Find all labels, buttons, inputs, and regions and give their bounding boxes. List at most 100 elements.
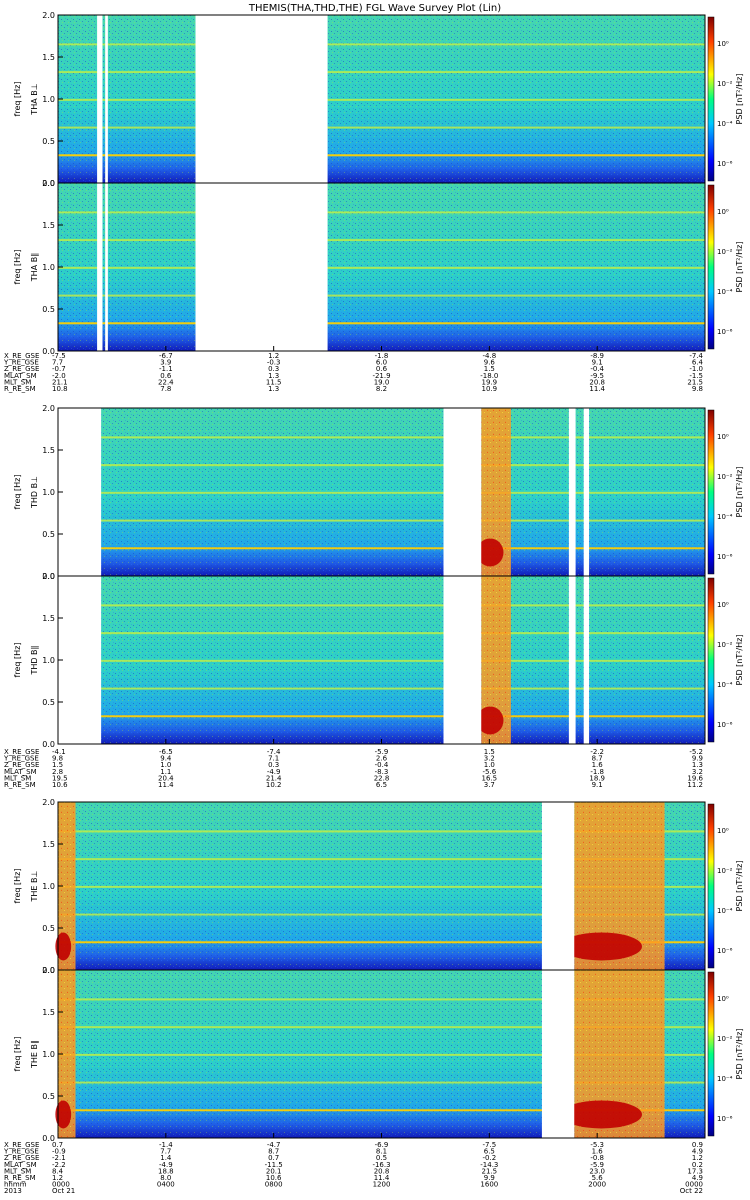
data-gap — [195, 183, 328, 351]
freq-axis-label: freq [Hz] — [13, 1037, 22, 1072]
freq-tick-label: 0.5 — [42, 924, 55, 933]
harmonic-line — [58, 998, 705, 1001]
ephemeris-value: -4.9 — [159, 1161, 173, 1169]
power-core — [55, 932, 72, 961]
colorbar — [707, 577, 715, 743]
ephemeris-value: -6.5 — [159, 748, 173, 756]
harmonic-line — [58, 858, 705, 861]
ephemeris-label: R_RE_SM — [4, 781, 36, 789]
ephemeris-value: -5.9 — [375, 748, 389, 756]
ephemeris-value: 1.2 — [52, 1174, 63, 1182]
freq-tick-label: 2.0 — [42, 179, 55, 188]
freq-tick-label: 2.0 — [42, 404, 55, 413]
ephemeris-value: 19.0 — [374, 378, 390, 386]
ephemeris-value: 3.2 — [484, 755, 495, 763]
panel-tha-0: 0.0 0.5 1.0 1.5 2.0 THA B⊥ freq [Hz] 10⁰ 10⁻² 10⁻… — [13, 11, 744, 188]
ephemeris-value: 20.1 — [266, 1167, 282, 1175]
ephemeris-label: MLT_SM — [4, 1167, 31, 1175]
ephemeris-value: 21.5 — [482, 1167, 498, 1175]
ephemeris-value: -0.7 — [52, 365, 66, 373]
data-gap — [568, 576, 576, 744]
ephemeris-value: 4.9 — [692, 1148, 703, 1156]
ephemeris-value: -2.1 — [52, 1154, 66, 1162]
ephemeris-value: 9.8 — [52, 755, 63, 763]
colorbar-tick-label: 10⁻⁴ — [717, 288, 733, 296]
ephemeris-value: 2000 — [588, 1181, 606, 1189]
ephemeris-value: 21.4 — [266, 774, 282, 782]
ephemeris-value: 0.7 — [52, 1141, 63, 1149]
power-core — [55, 1100, 72, 1129]
ephemeris-value: -21.9 — [372, 372, 390, 380]
ephemeris-value: -6.9 — [375, 1141, 389, 1149]
ephemeris-value: 0.5 — [376, 1154, 387, 1162]
ephemeris-value: -1.4 — [159, 1141, 173, 1149]
freq-tick-label: 1.0 — [42, 488, 55, 497]
colorbar-tick-label: 10⁰ — [717, 827, 729, 835]
ephemeris-value: 8.7 — [592, 755, 603, 763]
freq-tick-label: 1.0 — [42, 882, 55, 891]
ephemeris-value: 11.2 — [687, 781, 703, 789]
freq-tick-label: 0.0 — [42, 572, 55, 581]
harmonic-line — [58, 43, 705, 46]
ephemeris-value: 1.1 — [160, 768, 171, 776]
freq-tick-label: 2.0 — [42, 11, 55, 20]
ephemeris-value: Oct 22 — [680, 1187, 703, 1195]
ephemeris-value: -9.5 — [590, 372, 604, 380]
ephemeris-value: 8.1 — [376, 1148, 387, 1156]
panel-ylabel: THE B⊥ — [30, 870, 39, 902]
colorbar-tick-label: 10⁻⁶ — [717, 328, 733, 336]
freq-axis-label: freq [Hz] — [13, 250, 22, 285]
ephemeris-value: 22.4 — [158, 378, 174, 386]
panel-the-0: 0.0 0.5 1.0 1.5 2.0 THE B⊥ freq [Hz] 10⁰ 10⁻² 10⁻… — [13, 798, 744, 975]
ephemeris-value: -0.8 — [590, 1154, 604, 1162]
ephemeris-value: 10.6 — [266, 1174, 282, 1182]
ephemeris-value: -4.8 — [482, 352, 496, 360]
ephemeris-label: Y_RE_GSE — [3, 1148, 39, 1156]
panel-the-1: 0.0 0.5 1.0 1.5 2.0 THE B∥ freq [Hz] 10⁰ 10⁻² 10⁻… — [13, 966, 744, 1143]
ephemeris-value: -8.3 — [375, 768, 389, 776]
ephemeris-label: X_RE_GSE — [4, 1141, 39, 1149]
ephemeris-value: 19.9 — [482, 378, 498, 386]
colorbar-tick-label: 10⁻² — [717, 473, 733, 481]
freq-tick-label: 2.0 — [42, 966, 55, 975]
harmonic-line — [58, 1081, 705, 1084]
ephemeris-value: 20.4 — [158, 774, 174, 782]
data-gap — [583, 576, 590, 744]
ephemeris-value: 7.7 — [160, 1148, 171, 1156]
freq-tick-label: 1.0 — [42, 95, 55, 104]
freq-tick-label: 0.5 — [42, 1092, 55, 1101]
harmonic-line — [58, 659, 705, 662]
harmonic-line — [58, 266, 705, 269]
colorbar-tick-label: 10⁻⁶ — [717, 721, 733, 729]
harmonic-line — [58, 464, 705, 467]
colorbar-label: PSD [nT²/Hz] — [735, 635, 744, 686]
harmonic-line — [58, 830, 705, 833]
ephemeris-value: 1.3 — [692, 761, 703, 769]
ephemeris-label: Z_RE_GSE — [4, 365, 39, 373]
ephemeris-value: -0.9 — [52, 1148, 66, 1156]
freq-tick-label: 2.0 — [42, 572, 55, 581]
ephemeris-value: 10.9 — [482, 385, 498, 393]
panel-thd-1: 0.0 0.5 1.0 1.5 2.0 THD B∥ freq [Hz] 10⁰ 10⁻² 10⁻… — [13, 572, 744, 749]
colorbar-tick-label: 10⁻⁴ — [717, 681, 733, 689]
harmonic-line — [58, 604, 705, 607]
ephemeris-value: 11.5 — [266, 378, 282, 386]
spectrogram-panels: 0.0 0.5 1.0 1.5 2.0 THA B⊥ freq [Hz] 10⁰ 10⁻² 10⁻… — [13, 11, 744, 1143]
ephemeris-value: 9.1 — [592, 781, 603, 789]
freq-tick-label: 1.5 — [42, 1008, 55, 1017]
colorbar-tick-label: 10⁻⁶ — [717, 553, 733, 561]
ephemeris-value: -6.7 — [159, 352, 173, 360]
data-gap — [105, 183, 108, 351]
ephemeris-value: -8.9 — [590, 352, 604, 360]
ephemeris-value: 1600 — [480, 1181, 498, 1189]
freq-tick-label: 2.0 — [42, 798, 55, 807]
ephemeris-value: 0.3 — [268, 761, 279, 769]
ephemeris-label: 2013 — [4, 1187, 22, 1195]
data-gap — [443, 576, 482, 744]
freq-tick-label: 0.5 — [42, 137, 55, 146]
colorbar-tick-label: 10⁻⁶ — [717, 1115, 733, 1123]
ephemeris-value: 0000 — [685, 1181, 703, 1189]
ephemeris-label: Y_RE_GSE — [3, 359, 39, 367]
ephemeris-label: X_RE_GSE — [4, 352, 39, 360]
